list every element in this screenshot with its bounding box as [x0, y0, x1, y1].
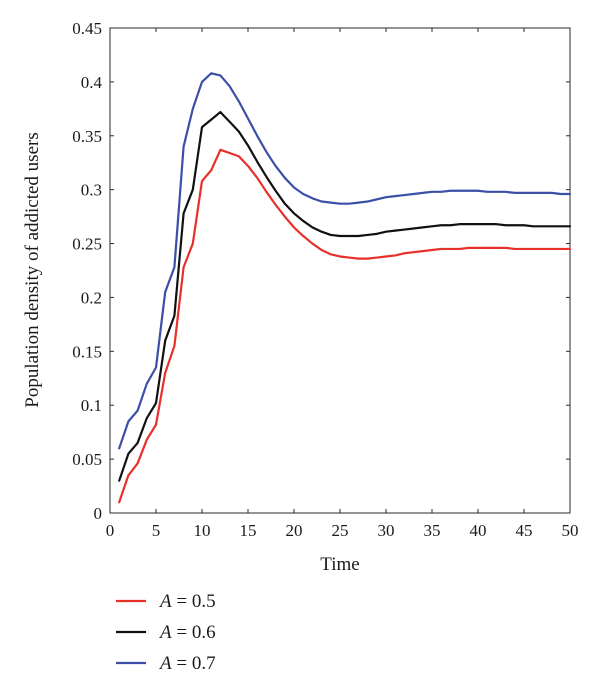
legend-label-1: A = 0.5 [158, 591, 216, 612]
legend-value: = 0.6 [172, 622, 216, 643]
y-tick-label: 0.2 [81, 288, 102, 307]
x-tick-label: 45 [516, 521, 533, 540]
x-tick-label: 15 [240, 521, 257, 540]
x-tick-label: 35 [424, 521, 441, 540]
legend-value: = 0.5 [172, 591, 216, 612]
y-tick-label: 0.45 [72, 19, 102, 38]
legend-variable: A [158, 653, 172, 674]
x-tick-label: 5 [152, 521, 161, 540]
legend: A = 0.5A = 0.6A = 0.7 [116, 591, 216, 674]
y-tick-label: 0.3 [81, 181, 102, 200]
y-axis-ticks: 0 0.05 0.1 0.15 0.2 0.25 0.3 0.35 0.4 0.45 [72, 19, 570, 523]
x-tick-label: 50 [562, 521, 579, 540]
x-axis-ticks: 0 5 10 15 20 25 30 35 40 45 50 [106, 28, 579, 540]
x-tick-label: 0 [106, 521, 115, 540]
x-tick-label: 30 [378, 521, 395, 540]
y-tick-label: 0.15 [72, 342, 102, 361]
series-line-1 [118, 148, 572, 504]
x-tick-label: 25 [332, 521, 349, 540]
series-line-3 [118, 72, 572, 450]
legend-label-3: A = 0.7 [158, 653, 216, 674]
legend-label-2: A = 0.6 [158, 622, 216, 643]
x-tick-label: 40 [470, 521, 487, 540]
y-tick-label: 0.25 [72, 235, 102, 254]
y-tick-label: 0.1 [81, 396, 102, 415]
legend-variable: A [158, 591, 172, 612]
series-line-2 [118, 110, 572, 482]
x-tick-label: 20 [286, 521, 303, 540]
x-tick-label: 10 [194, 521, 211, 540]
x-axis-label: Time [320, 554, 359, 575]
y-axis-label: Population density of addicted users [22, 132, 43, 407]
legend-variable: A [158, 622, 172, 643]
legend-value: = 0.7 [172, 653, 216, 674]
y-tick-label: 0.35 [72, 127, 102, 146]
y-tick-label: 0.05 [72, 450, 102, 469]
series-layer [118, 72, 572, 504]
y-tick-label: 0 [94, 504, 103, 523]
y-tick-label: 0.4 [81, 73, 103, 92]
